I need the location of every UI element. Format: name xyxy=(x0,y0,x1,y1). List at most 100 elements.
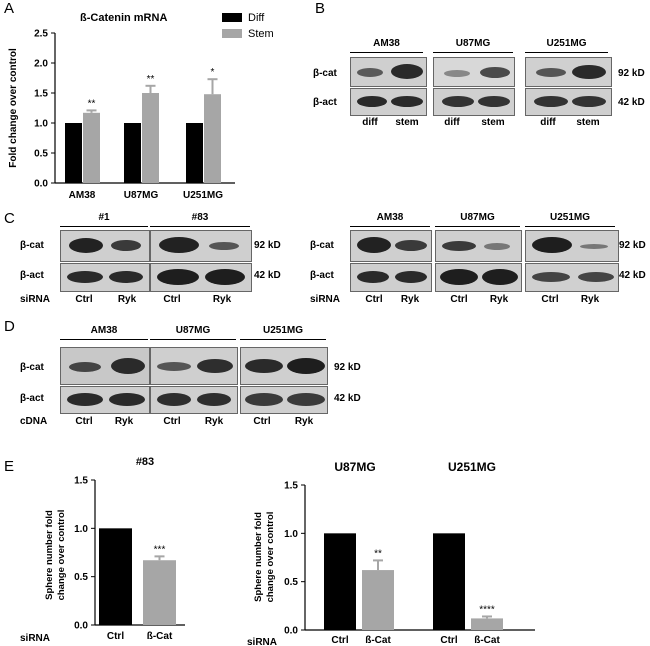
bar xyxy=(143,560,176,625)
kd92-label: 92 kD xyxy=(334,362,361,373)
chart-title: U251MG xyxy=(448,460,496,474)
blot-c2-bact-u87mg xyxy=(435,263,522,292)
significance-label: * xyxy=(211,67,215,78)
y-tick-label: 1.5 xyxy=(284,481,298,492)
legend-label: Diff xyxy=(248,12,265,24)
significance-label: ** xyxy=(374,548,382,559)
blot-c2-bcat-am38 xyxy=(350,230,432,262)
lane-label-diff: diff xyxy=(540,117,556,128)
lane-label-ctrl: Ctrl xyxy=(541,294,559,305)
legend-swatch xyxy=(222,29,242,38)
chart-e1: #83 Sphere number fold change over control… xyxy=(20,456,185,644)
bar xyxy=(433,533,465,630)
blot-d-group-u251mg: U251MG xyxy=(262,325,303,336)
blot-d-bcat-am38 xyxy=(60,347,150,385)
x-tick-label: ß-Cat xyxy=(474,635,500,646)
y-axis-label: change over control xyxy=(56,510,67,601)
blot-c2-group-line xyxy=(350,226,430,227)
bar xyxy=(471,618,503,630)
blot-b-group-line xyxy=(433,52,513,53)
y-tick-label: 1.5 xyxy=(74,476,88,487)
sirna-label: siRNA xyxy=(247,637,277,646)
blot-d-bact-u87mg xyxy=(150,386,238,414)
lane-label-ryk: Ryk xyxy=(400,294,420,305)
beta-act-label: β-act xyxy=(313,97,337,108)
blot-b-group-am38: AM38 xyxy=(373,38,400,49)
blot-c1-bcat-1 xyxy=(60,230,150,262)
lane-label-diff: diff xyxy=(444,117,460,128)
kd42-label: 42 kD xyxy=(254,270,281,281)
blot-b-group-u251mg: U251MG xyxy=(546,38,587,49)
bar xyxy=(204,94,221,183)
x-tick-label: Ctrl xyxy=(440,635,457,646)
x-tick-label: U87MG xyxy=(124,190,159,201)
sirna-label: siRNA xyxy=(20,294,51,305)
significance-label: *** xyxy=(154,544,166,555)
blot-c2-bact-am38 xyxy=(350,263,432,292)
y-axis-label: Fold change over control xyxy=(8,48,19,168)
blot-d-group-line xyxy=(150,339,236,340)
bar xyxy=(186,123,203,183)
chart-title: U87MG xyxy=(334,460,375,474)
lane-label-ctrl: Ctrl xyxy=(253,416,271,427)
lane-label-ryk: Ryk xyxy=(580,294,600,305)
bar xyxy=(362,570,394,630)
kd42-label: 42 kD xyxy=(618,97,645,108)
blot-b-bcat-u87mg xyxy=(433,57,515,87)
chart-a: ß-Catenin mRNA Fold change over control 0.… xyxy=(8,12,274,201)
panel-letter-c: C xyxy=(4,210,15,227)
y-tick-label: 1.0 xyxy=(74,524,88,535)
lane-label-stem: stem xyxy=(481,117,505,128)
blot-d: AM38 U87MG U251MG β-cat β-act 92 kD 42 k… xyxy=(20,325,380,427)
beta-act-label: β-act xyxy=(310,270,334,281)
y-tick-label: 2.5 xyxy=(34,29,48,40)
y-tick-label: 1.0 xyxy=(284,529,298,540)
blot-b-group-u87mg: U87MG xyxy=(455,38,491,49)
lane-label-stem: stem xyxy=(576,117,600,128)
blot-b-bact-u251mg xyxy=(525,88,612,116)
lane-label-ryk: Ryk xyxy=(212,294,232,305)
y-tick-label: 0.0 xyxy=(284,626,298,637)
blot-c2-bcat-u251mg xyxy=(525,230,619,262)
blot-c1-bcat-83 xyxy=(150,230,252,262)
y-axis-label: Sphere number fold xyxy=(44,510,55,600)
blot-c2-bcat-u87mg xyxy=(435,230,522,262)
y-tick-label: 1.0 xyxy=(34,119,48,130)
kd92-label: 92 kD xyxy=(619,240,646,251)
blot-d-bact-am38 xyxy=(60,386,150,414)
beta-cat-label: β-cat xyxy=(313,68,337,79)
blot-d-group-line xyxy=(60,339,148,340)
lane-label-ctrl: Ctrl xyxy=(450,294,468,305)
kd42-label: 42 kD xyxy=(334,393,361,404)
chart-e2: U87MG U251MG Sphere number fold change over… xyxy=(247,460,535,646)
x-tick-label: ß-Cat xyxy=(147,631,173,642)
panel-letter-b: B xyxy=(315,0,326,17)
lane-label-ctrl: Ctrl xyxy=(163,416,181,427)
blot-d-group-am38: AM38 xyxy=(90,325,118,336)
lane-label-diff: diff xyxy=(362,117,378,128)
x-tick-label: Ctrl xyxy=(331,635,348,646)
sirna-label: siRNA xyxy=(20,633,50,644)
panel-letter-d: D xyxy=(4,318,15,335)
y-tick-label: 1.5 xyxy=(34,89,48,100)
blot-c2-group-line xyxy=(435,226,520,227)
panel-letter-a: A xyxy=(4,0,15,17)
x-tick-label: U251MG xyxy=(183,190,223,201)
blot-b-bcat-am38 xyxy=(350,57,427,87)
cdna-label: cDNA xyxy=(20,416,48,427)
lane-label-ctrl: Ctrl xyxy=(75,294,93,305)
bar xyxy=(99,528,132,625)
beta-cat-label: β-cat xyxy=(20,240,44,251)
lane-label-ryk: Ryk xyxy=(114,416,134,427)
chart-title: #83 xyxy=(136,456,154,468)
blot-d-bact-u251mg xyxy=(240,386,328,414)
blot-b-bact-am38 xyxy=(350,88,427,116)
blot-c1-group-line xyxy=(150,226,250,227)
blot-b: AM38 U87MG U251MG β-cat β-act 92 kD 42 k… xyxy=(313,28,650,138)
blot-c2-bact-u251mg xyxy=(525,263,619,292)
blot-d-bcat-u87mg xyxy=(150,347,238,385)
kd42-label: 42 kD xyxy=(619,270,646,281)
blot-d-group-line xyxy=(240,339,326,340)
blot-d-bcat-u251mg xyxy=(240,347,328,385)
blot-c2: AM38 U87MG U251MG β-cat β-act 92 kD 42 k… xyxy=(310,210,650,310)
